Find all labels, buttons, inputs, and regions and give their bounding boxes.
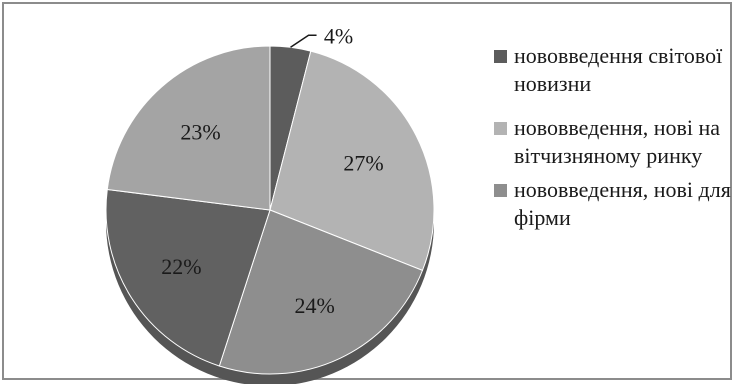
slice-label-4: 23% [180, 119, 220, 144]
legend: нововведення світової новизни нововведен… [494, 42, 734, 232]
legend-label: нововведення, нові на вітчизняному ринку [514, 115, 721, 168]
slice-label-3: 22% [161, 254, 201, 279]
legend-item-firm: нововведення, нові для фірми [494, 176, 734, 232]
pie-slice-3 [105, 188, 271, 367]
legend-swatch [494, 50, 507, 63]
slice-label-1: 27% [343, 150, 383, 175]
legend-item-domestic-market: нововведення, нові на вітчизняному ринку [494, 114, 734, 170]
pie-slice-4 [106, 45, 271, 211]
slice-label-0: 4% [324, 23, 353, 48]
legend-item-world-novelty: нововведення світової новизни [494, 42, 734, 98]
leader-line-0 [290, 34, 317, 48]
legend-swatch [494, 184, 507, 197]
pie-slice-1 [269, 50, 435, 272]
legend-swatch [494, 122, 507, 135]
slice-label-2: 24% [295, 293, 335, 318]
legend-label: нововведення світової новизни [514, 43, 723, 96]
legend-label: нововведення, нові для фірми [514, 177, 731, 230]
pie-slice-2 [218, 209, 424, 375]
